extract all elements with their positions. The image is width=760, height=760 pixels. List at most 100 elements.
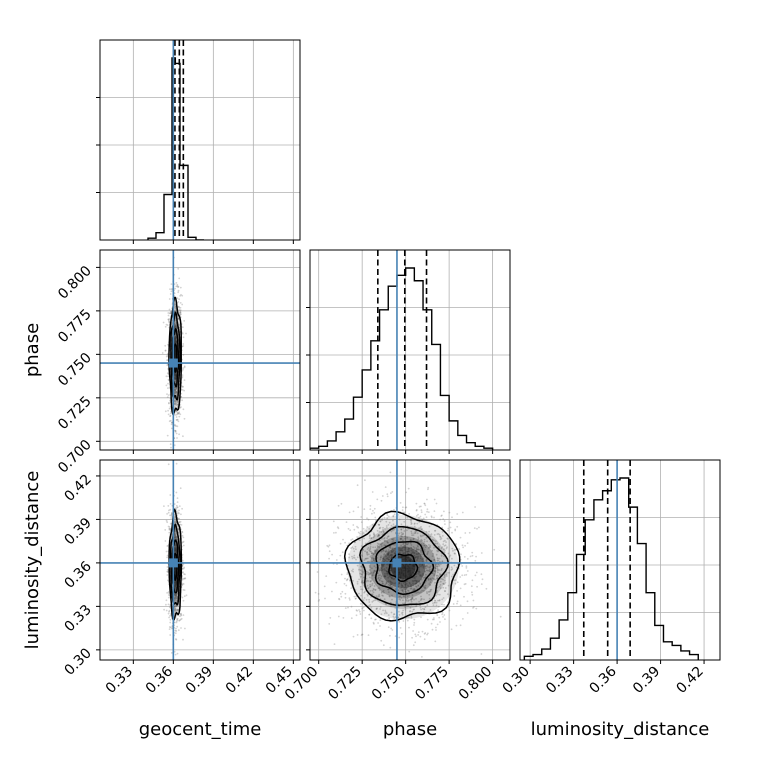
sample-point: [388, 521, 391, 524]
sample-point: [167, 343, 169, 346]
sample-point: [367, 557, 369, 560]
sample-point: [402, 533, 404, 536]
sample-point: [444, 549, 446, 552]
sample-point: [459, 536, 462, 539]
sample-point: [182, 583, 185, 585]
sample-point: [411, 571, 414, 574]
sample-point: [443, 551, 446, 553]
sample-point: [177, 289, 180, 292]
sample-point: [399, 627, 402, 629]
sample-point: [176, 596, 179, 598]
sample-point: [400, 544, 402, 547]
sample-point: [387, 583, 390, 586]
sample-point: [344, 607, 347, 609]
sample-point: [166, 393, 168, 395]
sample-point: [174, 549, 176, 552]
sample-point: [400, 571, 403, 574]
sample-point: [174, 520, 176, 523]
sample-point: [179, 295, 182, 297]
sample-point: [163, 608, 166, 611]
sample-point: [390, 611, 393, 614]
sample-point: [362, 576, 365, 579]
sample-point: [376, 542, 379, 545]
sample-point: [175, 391, 178, 393]
sample-point: [179, 302, 182, 304]
sample-point: [401, 566, 404, 569]
sample-point: [385, 582, 388, 585]
sample-point: [168, 628, 171, 630]
sample-point: [400, 556, 403, 559]
sample-point: [180, 614, 183, 617]
sample-point: [174, 609, 176, 612]
sample-point: [433, 510, 436, 512]
sample-point: [170, 512, 173, 514]
sample-point: [183, 566, 186, 569]
sample-point: [387, 549, 390, 551]
sample-point: [423, 540, 426, 543]
sample-point: [175, 432, 178, 435]
sample-point: [370, 596, 372, 598]
sample-point: [391, 576, 393, 579]
y-tick-label: 0.750: [55, 350, 95, 390]
sample-point: [384, 550, 387, 553]
sample-point: [389, 585, 392, 588]
sample-point: [168, 308, 171, 311]
sample-point: [174, 377, 177, 379]
sample-point: [169, 494, 172, 496]
sample-point: [378, 523, 381, 526]
sample-point: [174, 357, 177, 359]
sample-point: [389, 569, 392, 572]
sample-point: [175, 581, 178, 584]
sample-point: [356, 564, 359, 567]
sample-point: [173, 339, 176, 342]
x-axis-label-phase: phase: [383, 719, 437, 740]
sample-point: [442, 543, 445, 546]
sample-point: [370, 606, 373, 609]
sample-point: [440, 547, 443, 550]
sample-point: [400, 556, 402, 559]
sample-point: [403, 548, 406, 551]
sample-point: [357, 526, 359, 529]
sample-point: [356, 525, 358, 528]
sample-point: [404, 537, 407, 540]
sample-point: [381, 538, 383, 540]
sample-point: [447, 552, 450, 555]
sample-point: [453, 595, 456, 597]
sample-point: [170, 514, 173, 516]
sample-point: [175, 536, 178, 538]
sample-point: [427, 632, 429, 635]
sample-point: [176, 625, 179, 628]
sample-point: [438, 569, 441, 571]
sample-point: [181, 582, 184, 585]
sample-point: [377, 576, 380, 579]
sample-point: [438, 573, 441, 575]
sample-point: [403, 547, 406, 549]
sample-point: [389, 569, 392, 572]
sample-point: [415, 580, 418, 583]
sample-point: [415, 515, 418, 517]
sample-point: [372, 536, 375, 539]
sample-point: [416, 532, 419, 535]
sample-point: [413, 568, 415, 571]
sample-point: [388, 575, 391, 578]
sample-point: [397, 513, 400, 516]
sample-point: [375, 551, 377, 554]
sample-point: [182, 638, 184, 641]
sample-point: [410, 549, 413, 552]
sample-point: [176, 400, 179, 402]
sample-point: [368, 535, 371, 538]
sample-point: [410, 556, 413, 558]
sample-point: [369, 566, 371, 568]
sample-point: [333, 643, 336, 645]
sample-point: [372, 574, 374, 576]
sample-point: [381, 582, 384, 585]
sample-point: [174, 544, 177, 547]
sample-point: [389, 580, 392, 582]
sample-point: [173, 650, 176, 653]
sample-point: [429, 581, 432, 584]
sample-point: [464, 583, 467, 585]
sample-point: [386, 493, 389, 496]
sample-point: [167, 375, 170, 378]
sample-point: [170, 652, 173, 654]
sample-point: [174, 337, 177, 340]
